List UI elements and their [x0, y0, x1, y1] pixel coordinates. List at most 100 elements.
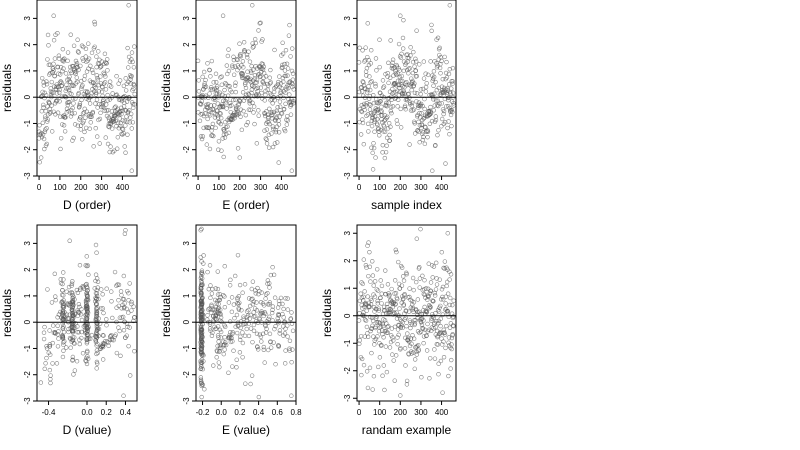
- x-tick-label: 0.8: [290, 408, 302, 417]
- data-point: [261, 64, 266, 69]
- data-point: [60, 325, 66, 331]
- data-point: [390, 305, 395, 310]
- data-point: [384, 103, 390, 109]
- y-tick-label: 2: [343, 42, 352, 47]
- data-point: [84, 326, 90, 332]
- data-point: [437, 277, 442, 282]
- data-point: [86, 272, 91, 277]
- data-point: [77, 337, 82, 343]
- data-point: [367, 107, 373, 112]
- data-point: [262, 128, 267, 133]
- data-point: [87, 101, 93, 106]
- data-point: [198, 379, 204, 384]
- data-point: [410, 333, 415, 338]
- data-point: [245, 76, 251, 81]
- data-point: [206, 307, 211, 312]
- data-point: [423, 89, 429, 94]
- x-tick-label: 0.0: [216, 408, 228, 417]
- data-point: [75, 79, 80, 85]
- data-point: [412, 321, 418, 326]
- data-point: [210, 133, 215, 138]
- data-point: [380, 85, 386, 90]
- data-point: [434, 64, 440, 70]
- data-point: [102, 71, 107, 77]
- data-point: [415, 309, 420, 315]
- data-point: [58, 79, 63, 84]
- data-point: [62, 93, 67, 99]
- data-point: [84, 315, 89, 320]
- data-point: [285, 334, 290, 339]
- data-point: [64, 345, 69, 350]
- data-point: [241, 65, 246, 70]
- data-point: [395, 296, 400, 302]
- data-point: [394, 310, 399, 315]
- data-point: [214, 91, 220, 96]
- data-point: [199, 271, 204, 276]
- y-axis-title: residuals: [159, 64, 173, 112]
- x-tick-label: 400: [116, 183, 130, 192]
- y-tick-label: -3: [182, 397, 191, 405]
- data-point: [395, 104, 400, 109]
- data-point: [439, 250, 444, 255]
- data-point: [283, 296, 288, 301]
- data-point: [250, 3, 255, 8]
- data-point: [396, 259, 401, 265]
- data-point: [420, 137, 425, 143]
- data-point: [212, 115, 218, 120]
- data-point: [98, 74, 103, 79]
- data-point: [211, 133, 216, 139]
- data-point: [121, 393, 126, 398]
- data-point: [73, 71, 78, 77]
- data-point: [247, 98, 253, 103]
- data-point: [232, 64, 238, 69]
- data-point: [272, 47, 277, 53]
- data-point: [66, 87, 72, 93]
- data-point: [276, 79, 281, 85]
- data-point: [429, 28, 434, 34]
- data-point: [392, 324, 398, 330]
- data-point: [228, 277, 233, 283]
- data-point: [409, 87, 414, 93]
- data-point: [61, 277, 66, 282]
- data-point: [37, 123, 42, 128]
- data-point: [101, 310, 106, 316]
- data-point: [51, 13, 56, 18]
- data-point: [113, 104, 118, 109]
- data-point: [435, 342, 441, 347]
- data-point: [436, 372, 441, 377]
- data-point: [96, 326, 102, 332]
- data-point: [43, 361, 48, 366]
- data-point: [218, 121, 223, 127]
- data-point: [240, 90, 246, 95]
- data-point: [248, 312, 253, 318]
- data-point: [376, 306, 381, 311]
- data-point: [448, 272, 454, 277]
- data-point: [73, 96, 78, 101]
- data-point: [290, 81, 295, 87]
- data-point: [36, 136, 42, 141]
- data-point: [414, 28, 419, 33]
- data-point: [85, 297, 91, 303]
- data-point: [250, 279, 256, 284]
- y-tick-label: -1: [182, 119, 191, 127]
- data-point: [448, 295, 453, 301]
- data-point: [70, 308, 75, 314]
- data-point: [40, 75, 45, 81]
- y-axis-title: residuals: [0, 64, 14, 112]
- data-point: [401, 17, 406, 23]
- data-point: [208, 310, 214, 315]
- data-point: [451, 103, 456, 108]
- data-point: [57, 99, 62, 104]
- data-point: [428, 280, 434, 285]
- data-point: [67, 290, 73, 296]
- data-point: [75, 309, 81, 315]
- data-point: [267, 314, 272, 320]
- data-point: [59, 80, 64, 85]
- data-point: [439, 342, 445, 347]
- data-point: [57, 87, 62, 93]
- data-point: [259, 39, 264, 44]
- data-point: [375, 334, 380, 339]
- x-axis-title: randam example: [362, 423, 452, 437]
- data-point: [357, 45, 362, 51]
- data-point: [212, 297, 218, 303]
